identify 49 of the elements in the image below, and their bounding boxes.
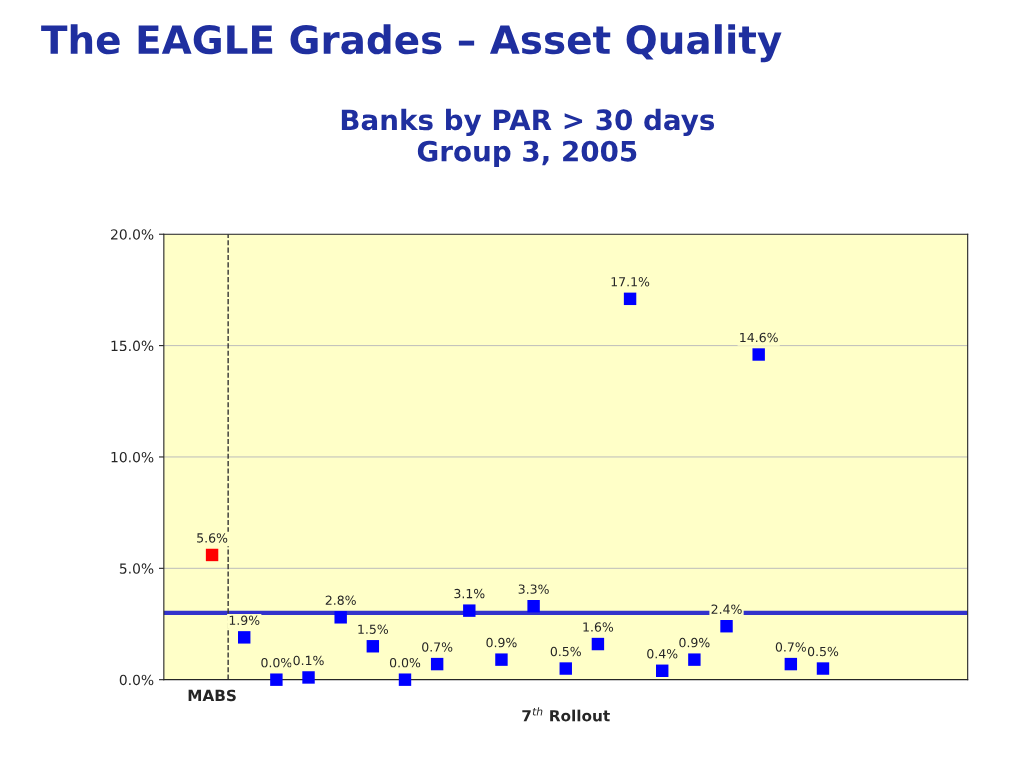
y-tick-label: 15.0%	[111, 340, 154, 352]
data-label: 5.6%	[197, 533, 228, 543]
point	[623, 292, 637, 306]
point	[816, 662, 830, 675]
data-label: 0.0%	[261, 657, 292, 668]
point	[559, 662, 572, 675]
point	[238, 631, 251, 644]
data-label: 0.0%	[389, 657, 421, 668]
point	[656, 664, 669, 677]
y-tick-label: 0.0%	[119, 674, 154, 686]
chart-subtitle: Banks by PAR > 30 days Group 3, 2005	[341, 108, 715, 168]
y-tick-label: 10.0%	[111, 451, 154, 463]
data-label: 0.5%	[807, 646, 839, 657]
chart-title: The EAGLE Grades – Asset Quality	[41, 24, 782, 63]
point	[495, 653, 508, 666]
x-axis-title: 7$^{th}$ Rollout	[522, 707, 610, 722]
y-tick-label: 20.0%	[111, 229, 154, 240]
data-label: 1.9%	[229, 615, 260, 626]
x-tick-label: MABS	[188, 689, 236, 702]
data-label: 0.4%	[647, 648, 678, 659]
data-label: 14.6%	[740, 332, 778, 343]
data-label: 1.5%	[358, 624, 389, 634]
data-label: 0.7%	[775, 642, 807, 652]
data-label: 0.9%	[679, 637, 710, 648]
point	[720, 620, 733, 633]
data-label: 0.5%	[550, 646, 581, 657]
y-tick-label: 5.0%	[119, 563, 154, 574]
point	[591, 637, 605, 651]
point	[334, 611, 347, 624]
point	[527, 599, 540, 613]
point	[302, 671, 315, 684]
data-label: 0.7%	[422, 642, 453, 652]
point	[205, 548, 219, 562]
point	[752, 348, 765, 361]
point	[688, 653, 701, 666]
data-label: 2.8%	[325, 595, 356, 605]
point	[463, 604, 476, 617]
point	[398, 673, 412, 686]
data-label: 3.3%	[518, 584, 549, 594]
data-label: 3.1%	[454, 588, 485, 599]
point	[784, 657, 798, 671]
data-label: 17.1%	[611, 277, 650, 287]
data-label: 1.6%	[583, 622, 614, 632]
point	[430, 657, 444, 671]
data-label: 0.9%	[486, 637, 517, 648]
data-label: 0.1%	[293, 655, 324, 666]
point	[366, 640, 380, 653]
data-label: 2.4%	[711, 604, 742, 614]
point	[270, 673, 283, 686]
